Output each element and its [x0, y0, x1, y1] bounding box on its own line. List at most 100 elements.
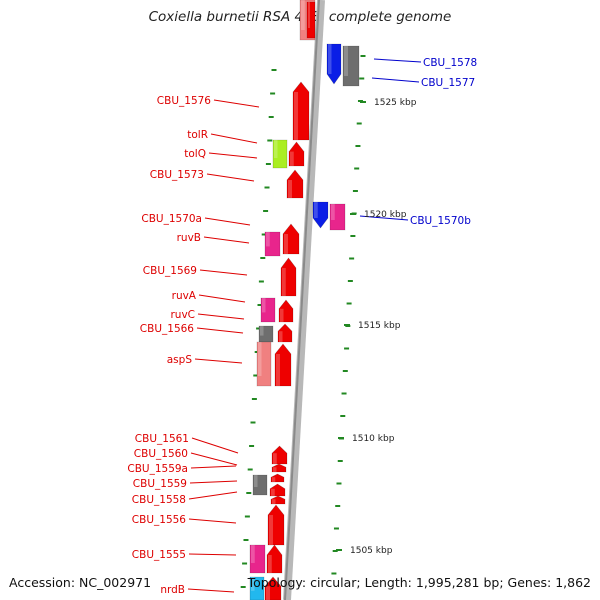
leader-line	[190, 465, 237, 469]
gene-cbu1570b-b	[329, 203, 346, 231]
gene-label: CBU_1573	[150, 169, 204, 181]
genome-backbone-edge	[284, 0, 320, 600]
leader-line	[371, 77, 420, 83]
leader-line	[373, 58, 422, 63]
gene-cbu1558	[252, 474, 268, 496]
leader-line	[206, 173, 255, 182]
gene-cbu1560-shade	[273, 467, 277, 472]
gene-tolq	[272, 139, 288, 169]
gene-nrdb-red	[264, 576, 282, 600]
gene-asps	[256, 341, 272, 387]
gene-cbu1555-red-shade	[268, 555, 272, 573]
gene-cbu1569	[280, 257, 297, 297]
leader-line	[203, 236, 250, 244]
leader-line	[199, 269, 248, 276]
gene-cbu1578-shade	[328, 44, 332, 74]
gene-label: aspS	[167, 354, 193, 366]
gene-cbu1566-shade	[260, 326, 264, 336]
gene-cbu1555	[249, 544, 266, 574]
gene-cbu1559a	[270, 473, 285, 483]
gene-cbu1559-shade	[271, 488, 275, 496]
gene-cbu1558-red-shade	[272, 499, 276, 504]
gene-label: tolR	[187, 129, 208, 141]
gene-label: CBU_1577	[421, 77, 475, 89]
gene-cbu1577	[342, 45, 360, 87]
scale-label: 1525 kbp	[374, 98, 417, 108]
gene-cbu1560	[271, 463, 287, 473]
leader-line	[188, 518, 237, 524]
gene-ruva-red	[278, 299, 294, 323]
gene-cbu1577-shade	[344, 46, 348, 76]
gene-asps-red-shade	[276, 354, 280, 386]
gene-cbu1570b-a-shade	[314, 202, 318, 218]
gene-label: CBU_1578	[423, 57, 477, 69]
gene-cbu1559	[269, 483, 286, 497]
gene-ruva-red-shade	[280, 308, 284, 322]
gene-label: ruvC	[170, 309, 195, 321]
leader-line	[187, 588, 235, 593]
gene-label: CBU_1570b	[410, 215, 471, 227]
leader-line	[196, 327, 244, 334]
gene-nrdb-shade	[251, 577, 255, 591]
leader-line	[204, 217, 251, 226]
gene-label: CBU_1561	[135, 433, 189, 445]
gene-cbu1569-shade	[282, 268, 286, 296]
gene-label: CBU_1559	[133, 478, 187, 490]
gene-cbu1556-shade	[269, 515, 273, 545]
gene-label: CBU_1559a	[127, 463, 188, 475]
leader-line	[188, 553, 237, 556]
gene-label: CBU_1569	[143, 265, 197, 277]
gene-cbu1573-shade	[288, 180, 292, 198]
gene-cbu1561-shade	[273, 453, 277, 464]
gene-cbu1578	[326, 43, 342, 85]
accession-label: Accession: NC_002971	[9, 575, 152, 590]
leader-line	[210, 133, 258, 144]
gene-ruvb-red-shade	[284, 234, 288, 254]
gene-ruva	[260, 297, 276, 323]
gene-cbu1570b-a	[312, 201, 329, 229]
leader-line	[359, 215, 409, 221]
gene-cbu1556	[267, 504, 285, 546]
gene-cbu1576-shade	[294, 92, 298, 140]
gene-tolq-shade	[274, 140, 278, 158]
leader-line	[197, 313, 245, 320]
gene-label: ruvB	[177, 232, 201, 244]
leader-line	[194, 358, 243, 364]
gene-nrdb-red-shade	[266, 586, 270, 600]
gene-label: CBU_1558	[132, 494, 186, 506]
gene-cbu1566	[258, 325, 274, 343]
gene-ruvb-red	[282, 223, 300, 255]
gene-label: CBU_1555	[132, 549, 186, 561]
gene-nrdb	[249, 576, 265, 600]
leader-line	[190, 452, 238, 466]
gene-tolr-shade	[290, 151, 294, 166]
gene-ruvc-shade	[279, 331, 283, 342]
gene-label: tolQ	[184, 148, 206, 160]
gene-label: CBU_1576	[157, 95, 212, 107]
gene-top-red	[306, 1, 316, 39]
leader-line	[213, 99, 260, 108]
gene-cbu1573	[286, 169, 304, 199]
gene-label: CBU_1560	[134, 448, 188, 460]
gene-cbu1558-shade	[254, 475, 258, 487]
gene-label: CBU_1566	[140, 323, 195, 335]
leader-line	[198, 294, 246, 303]
gene-cbu1559a-shade	[272, 477, 276, 482]
gene-asps-red	[274, 343, 292, 387]
genome-stats: Topology: circular; Length: 1,995,281 bp…	[247, 575, 591, 590]
leader-line	[208, 152, 258, 159]
gene-top-pink-shade	[301, 0, 305, 30]
leader-line	[189, 480, 238, 484]
gene-ruvb	[264, 231, 281, 257]
gene-label: nrdB	[160, 584, 185, 596]
gene-ruva-shade	[262, 298, 266, 313]
gene-cbu1561	[271, 445, 288, 465]
leader-line	[191, 437, 239, 454]
gene-cbu1555-red	[266, 544, 283, 574]
gene-ruvc	[277, 323, 293, 343]
scale-label: 1515 kbp	[358, 321, 401, 331]
scale-label: 1520 kbp	[364, 210, 407, 220]
scale-label: 1505 kbp	[350, 546, 393, 556]
gene-label: CBU_1556	[132, 514, 187, 526]
